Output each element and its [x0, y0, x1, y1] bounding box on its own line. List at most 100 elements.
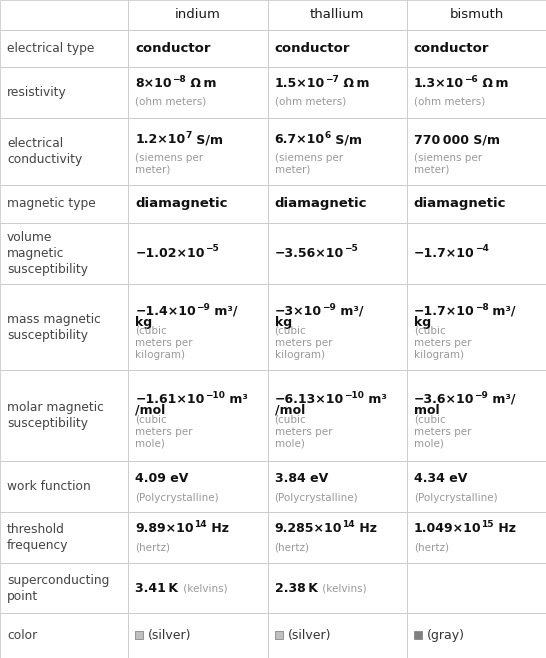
Bar — [0, 185, 128, 222]
Bar — [268, 370, 407, 461]
Bar — [407, 222, 546, 284]
Bar — [128, 461, 268, 512]
Text: thallium: thallium — [310, 9, 364, 21]
Text: 3.84 eV: 3.84 eV — [275, 472, 328, 486]
Text: (kelvins): (kelvins) — [319, 583, 367, 593]
Text: electrical type: electrical type — [7, 41, 94, 55]
Text: kg: kg — [414, 316, 431, 329]
Bar — [135, 631, 143, 640]
Bar — [0, 222, 128, 284]
Bar — [128, 370, 268, 461]
Text: 6.7×10: 6.7×10 — [275, 133, 325, 146]
Text: (hertz): (hertz) — [135, 542, 170, 552]
Text: conductor: conductor — [275, 41, 350, 55]
Text: S/m: S/m — [192, 133, 223, 146]
Bar — [268, 67, 407, 118]
Text: (ohm meters): (ohm meters) — [275, 97, 346, 107]
Bar — [275, 631, 282, 640]
Text: conductor: conductor — [135, 41, 211, 55]
Text: −4: −4 — [474, 245, 488, 253]
Text: diamagnetic: diamagnetic — [135, 197, 228, 211]
Bar — [407, 0, 546, 30]
Text: electrical
conductivity: electrical conductivity — [7, 138, 82, 166]
Text: color: color — [7, 629, 37, 642]
Text: (cubic
meters per
kilogram): (cubic meters per kilogram) — [275, 326, 332, 360]
Text: volume
magnetic
susceptibility: volume magnetic susceptibility — [7, 231, 88, 276]
Bar — [128, 0, 268, 30]
Text: 2.38 K: 2.38 K — [275, 582, 317, 595]
Text: m³: m³ — [364, 393, 387, 406]
Text: (Polycrystalline): (Polycrystalline) — [414, 493, 497, 503]
Bar — [128, 118, 268, 185]
Text: −9: −9 — [196, 303, 210, 312]
Bar — [268, 563, 407, 613]
Text: S/m: S/m — [331, 133, 362, 146]
Text: m³/: m³/ — [488, 305, 516, 318]
Text: −10: −10 — [205, 391, 224, 399]
Text: 1.2×10: 1.2×10 — [135, 133, 186, 146]
Text: superconducting
point: superconducting point — [7, 574, 109, 603]
Text: (hertz): (hertz) — [414, 542, 449, 552]
Text: (Polycrystalline): (Polycrystalline) — [275, 493, 358, 503]
Text: −6.13×10: −6.13×10 — [275, 393, 344, 406]
Bar — [407, 185, 546, 222]
Bar — [128, 30, 268, 67]
Bar — [128, 284, 268, 370]
Bar — [407, 563, 546, 613]
Text: 4.09 eV: 4.09 eV — [135, 472, 189, 486]
Text: mol: mol — [414, 404, 440, 417]
Text: Hz: Hz — [494, 522, 516, 535]
Text: −8: −8 — [172, 75, 186, 84]
Text: 15: 15 — [482, 520, 494, 529]
Text: 1.049×10: 1.049×10 — [414, 522, 482, 535]
Text: (cubic
meters per
mole): (cubic meters per mole) — [135, 415, 193, 449]
Text: (ohm meters): (ohm meters) — [135, 97, 206, 107]
Text: m³/: m³/ — [488, 393, 515, 406]
Bar — [0, 563, 128, 613]
Text: mass magnetic
susceptibility: mass magnetic susceptibility — [7, 313, 101, 342]
Text: /mol: /mol — [135, 404, 165, 417]
Bar — [128, 67, 268, 118]
Text: −8: −8 — [474, 303, 488, 312]
Bar — [268, 0, 407, 30]
Text: 14: 14 — [194, 520, 206, 529]
Text: −1.61×10: −1.61×10 — [135, 393, 205, 406]
Bar — [414, 631, 422, 640]
Bar — [128, 185, 268, 222]
Text: (cubic
meters per
mole): (cubic meters per mole) — [414, 415, 471, 449]
Text: −5: −5 — [344, 245, 358, 253]
Text: 8×10: 8×10 — [135, 77, 172, 90]
Text: (hertz): (hertz) — [275, 542, 310, 552]
Text: Ω m: Ω m — [478, 77, 508, 90]
Text: (siemens per
meter): (siemens per meter) — [275, 153, 343, 175]
Bar — [0, 67, 128, 118]
Text: resistivity: resistivity — [7, 86, 67, 99]
Text: Hz: Hz — [206, 522, 229, 535]
Bar — [407, 284, 546, 370]
Bar — [268, 222, 407, 284]
Bar — [0, 0, 128, 30]
Text: bismuth: bismuth — [449, 9, 503, 21]
Text: molar magnetic
susceptibility: molar magnetic susceptibility — [7, 401, 104, 430]
Text: work function: work function — [7, 480, 91, 493]
Text: 770 000 S/m: 770 000 S/m — [414, 133, 500, 146]
Text: −7: −7 — [325, 75, 339, 84]
Text: −10: −10 — [344, 391, 364, 399]
Text: (kelvins): (kelvins) — [180, 583, 228, 593]
Bar — [268, 118, 407, 185]
Bar — [268, 613, 407, 658]
Text: diamagnetic: diamagnetic — [414, 197, 506, 211]
Text: 1.5×10: 1.5×10 — [275, 77, 325, 90]
Text: 9.89×10: 9.89×10 — [135, 522, 194, 535]
Text: −1.02×10: −1.02×10 — [135, 247, 205, 260]
Text: threshold
frequency: threshold frequency — [7, 523, 68, 552]
Text: /mol: /mol — [275, 404, 305, 417]
Text: −1.4×10: −1.4×10 — [135, 305, 196, 318]
Bar — [407, 461, 546, 512]
Text: 3.41 K: 3.41 K — [135, 582, 179, 595]
Text: 1.3×10: 1.3×10 — [414, 77, 464, 90]
Text: (ohm meters): (ohm meters) — [414, 97, 485, 107]
Text: (siemens per
meter): (siemens per meter) — [414, 153, 482, 175]
Text: −5: −5 — [205, 245, 218, 253]
Bar — [0, 461, 128, 512]
